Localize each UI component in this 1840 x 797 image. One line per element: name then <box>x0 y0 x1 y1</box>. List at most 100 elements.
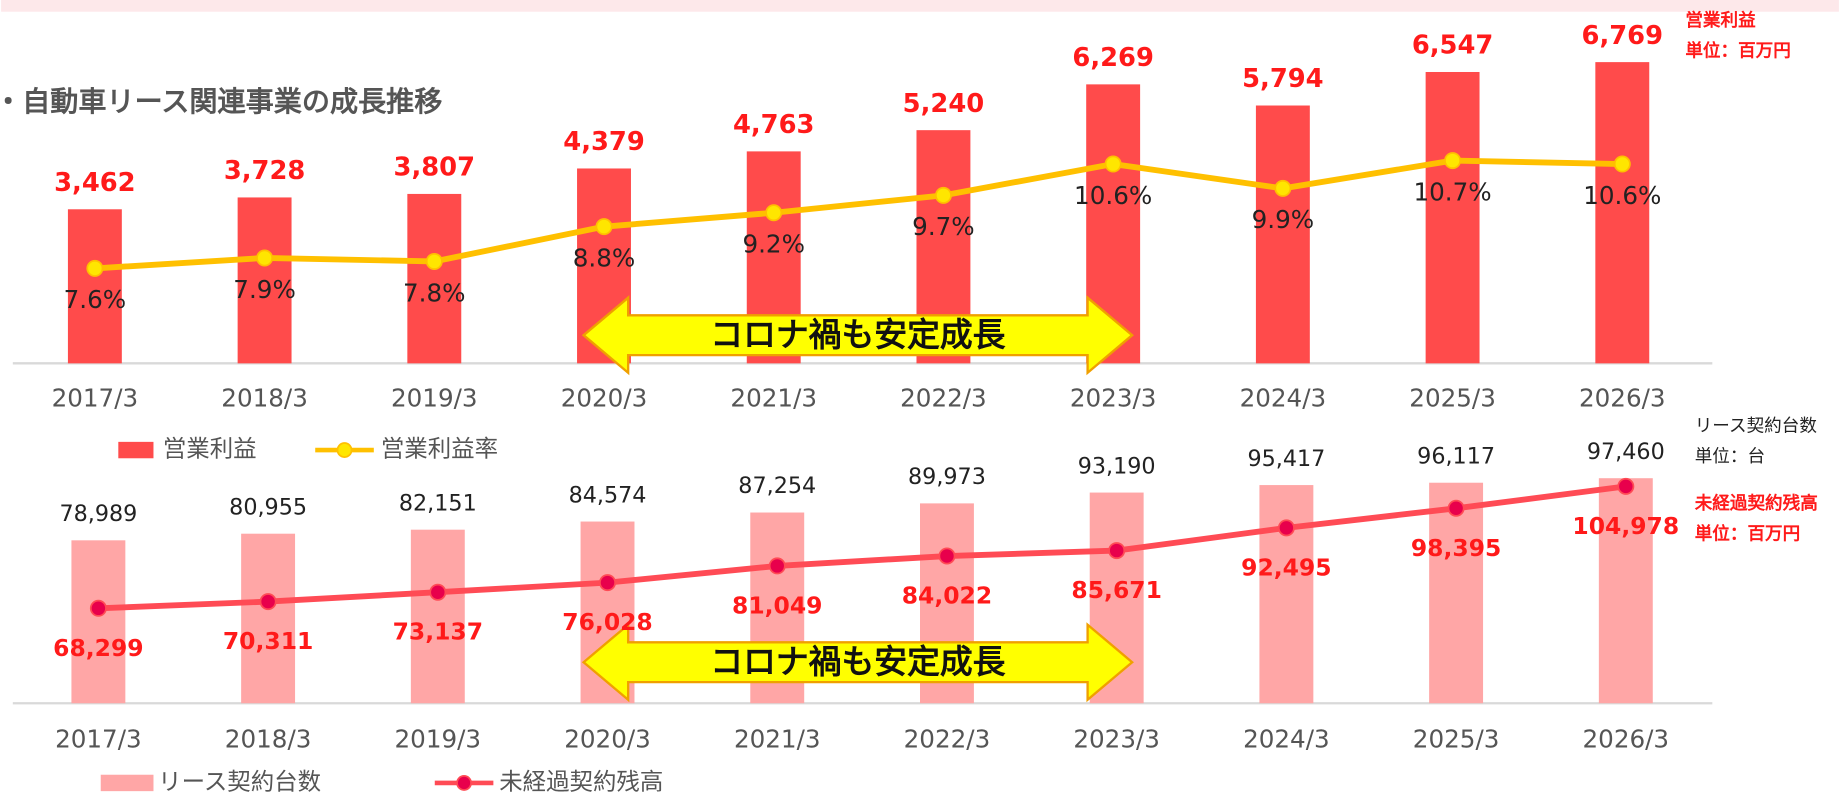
bar-value-label: 4,763 <box>733 110 815 140</box>
x-tick-label: 2024/3 <box>1240 384 1327 413</box>
line-marker <box>86 259 104 277</box>
bar-value-label: 93,190 <box>1078 453 1156 479</box>
line-value-label: 98,395 <box>1411 534 1501 562</box>
line-marker <box>1274 179 1292 197</box>
line-value-label: 10.6% <box>1583 181 1661 210</box>
line-marker <box>256 249 274 267</box>
x-tick-label: 2018/3 <box>221 384 308 413</box>
line-value-label: 10.6% <box>1074 181 1152 210</box>
line-value-label: 81,049 <box>732 591 822 619</box>
line-marker <box>1277 519 1295 537</box>
bar <box>1429 482 1484 704</box>
line-value-label: 68,299 <box>53 634 143 662</box>
unit-label: 単位：百万円 <box>1695 523 1800 544</box>
line-marker <box>259 593 277 611</box>
line-marker <box>425 252 443 270</box>
line-marker <box>934 186 952 204</box>
bar <box>67 209 122 364</box>
bar-value-label: 5,794 <box>1242 64 1324 94</box>
x-tick-label: 2026/3 <box>1583 725 1670 754</box>
line <box>94 157 1623 272</box>
line-value-label: 7.8% <box>403 278 466 307</box>
line-value-label: 7.6% <box>64 285 127 314</box>
bar-value-label: 84,574 <box>569 482 647 508</box>
top-banner <box>1 0 1839 12</box>
x-tick-label: 2019/3 <box>391 384 478 413</box>
bar-value-label: 4,379 <box>563 127 645 157</box>
unit-label: 単位：百万円 <box>1685 41 1790 62</box>
x-tick-label: 2025/3 <box>1409 384 1496 413</box>
line-marker <box>89 599 107 617</box>
x-tick-label: 2023/3 <box>1070 384 1157 413</box>
annotation-arrow <box>581 622 1134 703</box>
bar <box>71 540 126 704</box>
bar-value-label: 89,973 <box>908 464 986 490</box>
bar-value-label: 96,117 <box>1417 443 1495 469</box>
unit-label: リース契約台数 <box>1695 417 1818 437</box>
line-value-label: 9.9% <box>1252 205 1315 234</box>
x-tick-label: 2022/3 <box>904 725 991 754</box>
x-tick-label: 2023/3 <box>1073 725 1160 754</box>
bar <box>1598 478 1653 704</box>
line-value-label: 85,671 <box>1071 576 1161 604</box>
line-marker <box>1613 155 1631 173</box>
x-tick-label: 2025/3 <box>1413 725 1500 754</box>
unit-label: 単位：台 <box>1695 447 1765 467</box>
unit-label: 未経過契約残高 <box>1694 493 1818 514</box>
line-value-label: 7.9% <box>233 275 296 304</box>
line-marker <box>1617 477 1635 495</box>
x-tick-label: 2026/3 <box>1579 384 1666 413</box>
line-marker <box>1104 155 1122 173</box>
bar-value-label: 97,460 <box>1587 439 1665 465</box>
bar-value-label: 95,417 <box>1247 446 1325 472</box>
chart-title: ・自動車リース関連事業の成長推移 <box>0 85 442 118</box>
x-tick-label: 2024/3 <box>1243 725 1330 754</box>
bar-value-label: 80,955 <box>229 494 307 520</box>
title-text: 自動車リース関連事業の成長推移 <box>22 85 442 118</box>
bar-value-label: 78,989 <box>59 501 137 527</box>
bar-value-label: 6,769 <box>1582 21 1664 51</box>
x-tick-label: 2017/3 <box>55 725 142 754</box>
bar <box>1425 71 1480 364</box>
line-value-label: 9.7% <box>912 212 975 241</box>
line <box>98 483 1627 612</box>
line-value-label: 84,022 <box>902 582 992 610</box>
bar <box>1255 105 1310 364</box>
line-marker <box>599 574 617 592</box>
bar-value-label: 87,254 <box>738 473 816 499</box>
line-marker <box>595 218 613 236</box>
bar <box>1595 62 1650 364</box>
line-value-label: 73,137 <box>393 618 483 646</box>
legend-swatch <box>100 774 154 792</box>
x-tick-label: 2018/3 <box>225 725 312 754</box>
legend-marker <box>336 442 353 458</box>
x-tick-label: 2020/3 <box>561 384 648 413</box>
bar-value-label: 82,151 <box>399 490 477 516</box>
x-tick-label: 2021/3 <box>730 384 817 413</box>
x-tick-label: 2019/3 <box>395 725 482 754</box>
legend-swatch <box>118 441 154 459</box>
annotation: コロナ禍も安定成長 <box>710 316 1005 354</box>
line-marker <box>429 583 447 601</box>
bar-value-label: 3,462 <box>54 168 136 198</box>
line-marker <box>938 547 956 565</box>
line-marker <box>1447 499 1465 517</box>
legend-label: 未経過契約残高 <box>499 767 663 795</box>
line-marker <box>1108 542 1126 560</box>
bar <box>1259 485 1314 704</box>
bar-value-label: 3,728 <box>224 156 305 186</box>
line-value-label: 10.7% <box>1413 177 1491 206</box>
bar-value-label: 6,269 <box>1072 43 1154 73</box>
line-value-label: 76,028 <box>562 608 652 636</box>
annotation: コロナ禍も安定成長 <box>710 643 1005 681</box>
bar-value-label: 3,807 <box>394 153 476 183</box>
bar <box>407 193 462 364</box>
bar <box>237 197 292 364</box>
bar-value-label: 6,547 <box>1412 31 1494 61</box>
line-value-label: 9.2% <box>742 230 805 259</box>
legend-marker <box>456 775 472 791</box>
annotation-arrow <box>581 295 1134 376</box>
unit-label: 営業利益 <box>1685 10 1756 31</box>
x-tick-label: 2017/3 <box>52 384 139 413</box>
